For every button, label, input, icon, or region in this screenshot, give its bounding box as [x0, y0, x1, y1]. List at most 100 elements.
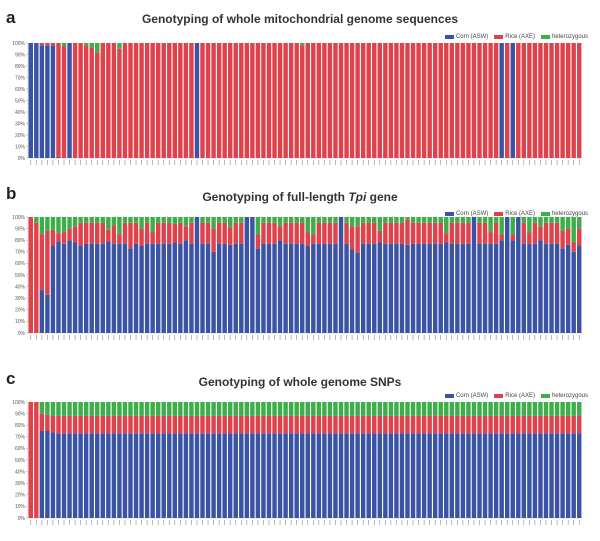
- bar-segment-rice: [211, 415, 216, 434]
- bar-segment-corn: [167, 243, 172, 333]
- bar-segment-corn: [477, 433, 482, 518]
- bar-segment-corn: [538, 240, 543, 333]
- bar-segment-rice: [161, 222, 166, 244]
- bar-segment-het: [100, 402, 106, 416]
- bar-segment-het: [333, 217, 338, 223]
- bar-segment-rice: [405, 415, 410, 434]
- bar-segment-rice: [527, 232, 532, 244]
- y-tick-label: 60%: [15, 87, 26, 93]
- bar-segment-rice: [527, 43, 532, 158]
- bar-segment-rice: [150, 415, 155, 434]
- bar-segment-rice: [61, 232, 67, 244]
- legend-label-het: heterozygous: [551, 34, 588, 40]
- bar-segment-rice: [504, 415, 510, 434]
- bar-segment-corn: [72, 433, 78, 518]
- y-tick-label: 40%: [15, 110, 26, 116]
- bar-segment-het: [488, 217, 493, 233]
- bar-segment-het: [227, 217, 233, 228]
- bar-segment-rice: [194, 415, 200, 434]
- bar-segment-het: [388, 217, 394, 223]
- bar-segment-het: [216, 217, 222, 223]
- bar-segment-rice: [516, 415, 521, 434]
- bar-segment-corn: [172, 242, 178, 333]
- bar-segment-rice: [45, 43, 50, 46]
- bar-segment-het: [244, 402, 250, 416]
- bar-segment-rice: [377, 230, 383, 243]
- legend-swatch-het: [540, 212, 550, 216]
- bar-segment-rice: [360, 222, 366, 244]
- bar-segment-rice: [272, 222, 277, 244]
- bar-segment-het: [183, 217, 189, 227]
- bar-segment-rice: [227, 227, 233, 245]
- bar-segment-rice: [72, 43, 78, 158]
- bar-segment-het: [227, 402, 233, 416]
- bar-segment-het: [78, 402, 83, 416]
- bar-segment-rice: [482, 222, 488, 244]
- bar-segment-rice: [139, 228, 144, 246]
- legend-label-het: heterozygous: [551, 393, 588, 399]
- bar-segment-het: [172, 402, 178, 416]
- bar-segment-het: [316, 402, 322, 416]
- bar-segment-rice: [499, 234, 504, 241]
- bar-segment-corn: [416, 433, 421, 518]
- bar-segment-rice: [250, 43, 255, 158]
- bar-segment-rice: [216, 415, 222, 434]
- bar-segment-rice: [471, 415, 477, 434]
- bar-segment-rice: [477, 222, 482, 244]
- bar-segment-het: [50, 402, 56, 416]
- bar-segment-corn: [100, 243, 106, 333]
- bar-segment-het: [349, 217, 355, 227]
- bar-segment-corn: [565, 433, 571, 518]
- bar-segment-corn: [139, 246, 144, 333]
- chart-c: 0% 10% 20% 30% 40% 50% 60% 70% 80% 90% 100%: [12, 400, 582, 525]
- bar-segment-rice: [349, 415, 355, 434]
- bar-segment-rice: [355, 415, 360, 434]
- bar-segment-rice: [327, 222, 333, 244]
- bar-segment-rice: [117, 48, 122, 158]
- bar-segment-corn: [50, 432, 56, 518]
- bar-segment-rice: [283, 43, 288, 158]
- bar-segment-het: [200, 217, 205, 223]
- bar-segment-rice: [560, 230, 565, 249]
- bar-segment-het: [372, 217, 377, 223]
- legend-item-rice: Rice (AXE): [494, 34, 535, 40]
- bar-segment-rice: [455, 222, 460, 244]
- bar-segment-corn: [466, 243, 471, 333]
- bar-segment-corn: [167, 433, 172, 518]
- legend-b: Corn (ASW) Rice (AXE) heterozygous: [444, 211, 588, 217]
- bar-segment-corn: [139, 433, 144, 518]
- bar-segment-corn: [327, 433, 333, 518]
- bar-segment-corn: [338, 217, 344, 333]
- bar-segment-corn: [344, 433, 349, 518]
- bar-segment-rice: [316, 222, 322, 244]
- bar-segment-rice: [394, 415, 399, 434]
- bar-segment-rice: [311, 43, 316, 158]
- bar-segment-corn: [283, 243, 288, 333]
- bar-segment-corn: [493, 433, 499, 518]
- bar-segment-rice: [577, 43, 582, 158]
- bar-segment-rice: [200, 43, 205, 158]
- bar-segment-corn: [460, 433, 466, 518]
- bar-segment-rice: [28, 402, 33, 518]
- bar-segment-corn: [388, 243, 394, 333]
- bar-segment-rice: [61, 46, 67, 159]
- bar-segment-rice: [394, 222, 399, 244]
- bar-segment-rice: [366, 222, 371, 244]
- bar-segment-rice: [106, 229, 111, 242]
- bar-segment-rice: [178, 222, 183, 244]
- panel-letter-c: c: [6, 369, 16, 388]
- bar-segment-rice: [183, 43, 189, 158]
- bar-segment-corn: [305, 433, 310, 518]
- y-tick-label: 100%: [12, 215, 25, 221]
- bar-segment-corn: [244, 217, 250, 333]
- bar-segment-het: [283, 217, 288, 223]
- bar-segment-het: [510, 402, 515, 416]
- bar-segment-rice: [128, 222, 133, 249]
- bar-segment-rice: [67, 228, 72, 241]
- legend-swatch-het: [540, 394, 550, 398]
- bar-segment-het: [377, 217, 383, 231]
- bar-segment-rice: [161, 415, 166, 434]
- bar-segment-rice: [211, 228, 216, 252]
- bar-segment-corn: [355, 252, 360, 333]
- bar-segment-rice: [421, 43, 427, 158]
